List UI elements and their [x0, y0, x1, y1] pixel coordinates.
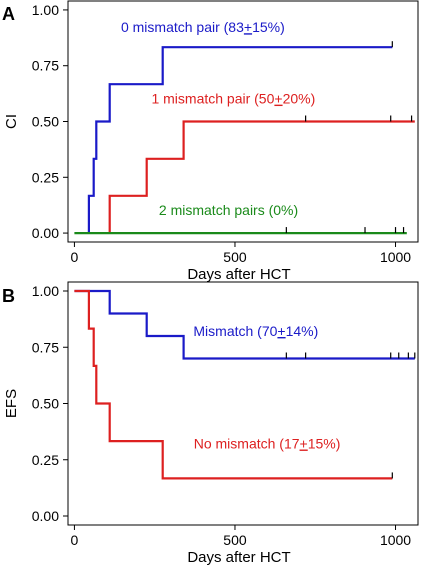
x-axis-title: Days after HCT	[187, 549, 290, 566]
series-line	[87, 46, 393, 234]
series-line	[74, 289, 415, 360]
series-label-main: 2 mismatch pairs (0%)	[159, 202, 298, 218]
series-label: Mismatch (70+14%)	[193, 323, 318, 339]
x-tick-label: 500	[223, 532, 247, 548]
x-tick-label: 1000	[380, 249, 411, 265]
series-0: 0 mismatch pair (83+15%)	[87, 19, 393, 234]
x-tick-label: 500	[223, 249, 247, 265]
series-label-main: No mismatch (17	[194, 436, 300, 452]
series-label-tail: 15%)	[308, 436, 341, 452]
series-label: 1 mismatch pair (50+20%)	[151, 91, 315, 107]
series-line	[108, 120, 415, 234]
y-tick-label: 0.25	[32, 169, 59, 185]
y-tick-label: 0.00	[32, 508, 59, 524]
series-label-main: Mismatch (70	[193, 323, 277, 339]
series-label-plus-minus: +	[300, 436, 308, 452]
series-label-plus-minus: +	[274, 91, 282, 107]
y-tick-label: 0.00	[32, 225, 59, 241]
series-label-tail: 15%)	[252, 19, 285, 35]
series-label-tail: 20%)	[283, 91, 316, 107]
series-label: 0 mismatch pair (83+15%)	[121, 19, 285, 35]
x-tick-label: 1000	[380, 532, 411, 548]
y-tick-label: 1.00	[32, 2, 59, 18]
x-tick-label: 0	[71, 532, 79, 548]
x-axis-title: Days after HCT	[187, 266, 290, 283]
y-tick-label: 1.00	[32, 283, 59, 299]
series-2: 2 mismatch pairs (0%)	[74, 202, 407, 235]
series-0: Mismatch (70+14%)	[74, 289, 416, 360]
y-axis-title: EFS	[3, 389, 20, 418]
series-label-main: 1 mismatch pair (50	[151, 91, 274, 107]
series-label-tail: 14%)	[286, 323, 319, 339]
y-tick-label: 0.50	[32, 396, 59, 412]
series-label-plus-minus: +	[277, 323, 285, 339]
y-tick-label: 0.75	[32, 339, 59, 355]
series-label: 2 mismatch pairs (0%)	[159, 202, 298, 218]
series-1: 1 mismatch pair (50+20%)	[108, 91, 415, 234]
series-label: No mismatch (17+15%)	[194, 436, 341, 452]
y-tick-label: 0.50	[32, 114, 59, 130]
panel-label: A	[2, 4, 15, 24]
series-line	[74, 289, 393, 480]
y-tick-label: 0.25	[32, 452, 59, 468]
y-tick-label: 0.75	[32, 58, 59, 74]
panel-b-event-free-survival-chart: B 0.00 0.25 0.50 0.75 1.00 0 500 1000 Days after …	[2, 281, 419, 566]
plot-frame	[67, 281, 419, 526]
panel-a-cumulative-incidence-chart: A 0.00 0.25 0.50 0.75 1.00 0 500 1000 Days after …	[2, 0, 419, 283]
series-1: No mismatch (17+15%)	[74, 289, 393, 480]
y-axis-title: CI	[3, 114, 20, 129]
series-label-plus-minus: +	[244, 19, 252, 35]
x-tick-label: 0	[71, 249, 79, 265]
panel-label: B	[2, 286, 15, 306]
series-label-main: 0 mismatch pair (83	[121, 19, 244, 35]
